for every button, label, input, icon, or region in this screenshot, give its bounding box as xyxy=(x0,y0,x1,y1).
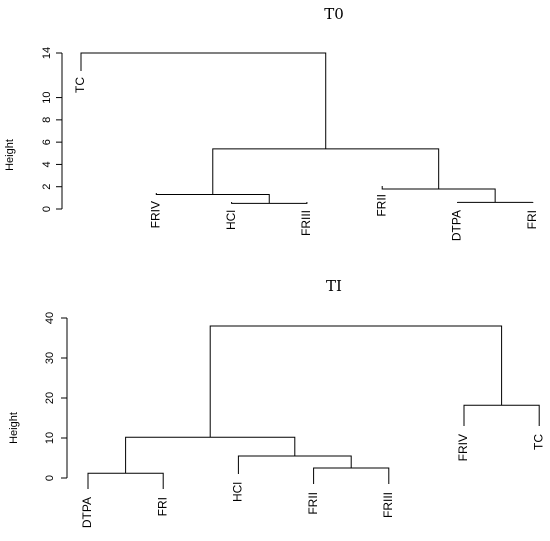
y-axis-label: Height xyxy=(4,139,16,171)
leaf-label: HCl xyxy=(224,210,238,230)
merge-link xyxy=(80,52,327,149)
merge-link xyxy=(87,472,164,489)
leaf-label: HCl xyxy=(231,482,245,502)
y-tick-label: 4 xyxy=(41,161,53,167)
leaf-label: FRIII xyxy=(381,492,395,518)
leaf-labels: TC FRIV HCl FRIII FRII DTPA FRI xyxy=(73,77,539,241)
y-tick-label: 30 xyxy=(44,352,56,364)
leaf-label: FRIV xyxy=(456,434,470,461)
merge-link xyxy=(463,404,540,426)
y-tick-label: 10 xyxy=(41,91,53,103)
dendrogram-tree xyxy=(87,325,540,489)
merge-link xyxy=(125,436,296,474)
leaf-label: FRI xyxy=(155,497,169,516)
y-tick-label: 0 xyxy=(44,475,56,481)
leaf-labels: DTPA FRI HCl FRII FRIII FRIV TC xyxy=(80,434,545,528)
merge-link xyxy=(212,148,440,195)
merge-link xyxy=(209,325,503,438)
y-tick-label: 14 xyxy=(41,47,53,59)
leaf-label: DTPA xyxy=(450,210,464,241)
y-tick-label: 8 xyxy=(41,117,53,123)
leaf-label: DTPA xyxy=(80,497,94,528)
y-axis: 0 2 4 6 8 10 14 xyxy=(41,47,63,212)
leaf-label: FRIV xyxy=(148,201,162,228)
merge-link xyxy=(231,202,308,204)
dendrogram-t0: T0 Height 0 2 4 6 8 10 14 TC FRIV HCl FRIII FRII DT… xyxy=(4,5,539,241)
leaf-label: FRII xyxy=(374,194,388,217)
y-axis-label: Height xyxy=(8,412,20,444)
y-tick-label: 0 xyxy=(41,206,53,212)
y-tick-label: 2 xyxy=(41,184,53,190)
merge-link xyxy=(381,186,496,203)
leaf-label: TC xyxy=(531,434,545,450)
chart-title: TI xyxy=(326,277,342,295)
dendrogram-ti: TI Height 0 10 20 30 40 DTPA FRI HCl FRII FRIII F… xyxy=(8,277,545,528)
dendrogram-tree xyxy=(80,52,534,204)
merge-link xyxy=(237,455,352,474)
y-tick-label: 6 xyxy=(41,139,53,145)
leaf-label: FRII xyxy=(306,492,320,515)
y-tick-label: 10 xyxy=(44,432,56,444)
y-axis: 0 10 20 30 40 xyxy=(44,312,68,481)
merge-link xyxy=(155,193,270,204)
leaf-label: FRI xyxy=(525,210,539,229)
leaf-label: FRIII xyxy=(299,210,313,236)
leaf-label: TC xyxy=(73,77,87,93)
chart-title: T0 xyxy=(324,5,344,23)
y-tick-label: 40 xyxy=(44,312,56,324)
y-tick-label: 20 xyxy=(44,392,56,404)
merge-link xyxy=(313,467,390,484)
